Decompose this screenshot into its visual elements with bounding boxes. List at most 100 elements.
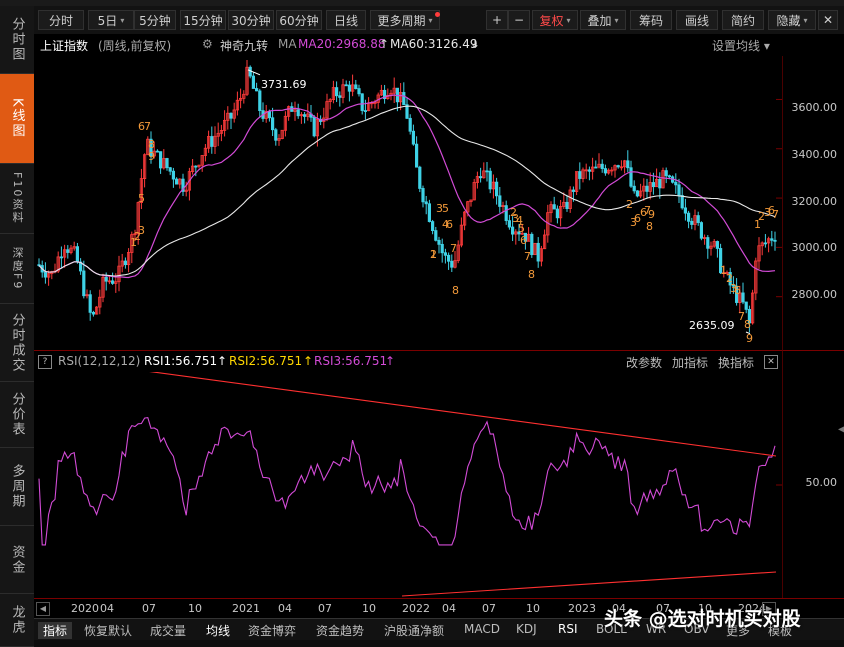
chips-button[interactable]: 筹码 xyxy=(630,10,672,30)
tab-ma[interactable]: 均线 xyxy=(206,624,231,638)
chevron-down-icon: ▾ xyxy=(120,15,125,25)
candle-body xyxy=(299,114,304,117)
low-annotation: 2635.09 xyxy=(689,319,735,332)
button-label: 5分钟 xyxy=(139,13,171,28)
candle-body xyxy=(408,117,412,132)
sidebar-item-price-table[interactable]: 分价表 xyxy=(0,382,34,448)
overlay-button[interactable]: 叠加 ▾ xyxy=(580,10,626,30)
candle-body xyxy=(757,245,761,262)
tab-obv[interactable]: OBV xyxy=(684,622,710,636)
candle-body xyxy=(453,260,457,268)
rsi-header: ? RSI(12,12,12) RSI1:56.751 ↑ RSI2:56.75… xyxy=(34,350,844,373)
scroll-left-icon[interactable]: ◀ xyxy=(36,602,50,616)
candle-body xyxy=(507,220,512,228)
tab-fund-trend[interactable]: 资金趋势 xyxy=(316,624,365,638)
nine-count-digit: 2 xyxy=(510,206,517,219)
candle-body xyxy=(427,203,432,222)
date-label: 07 xyxy=(656,602,670,615)
swap-indicator-link[interactable]: 换指标 xyxy=(718,356,755,370)
sidebar-item-ticks[interactable]: 分时成交 xyxy=(0,304,34,382)
scroll-right-icon[interactable]: ▶ xyxy=(762,602,776,616)
candle-body xyxy=(360,93,364,111)
zoom-in-button[interactable]: + xyxy=(486,10,508,30)
period-daily-button[interactable]: 日线 xyxy=(326,10,366,30)
change-params-link[interactable]: 改参数 xyxy=(626,356,663,370)
tab-template[interactable]: 模板 xyxy=(768,624,793,638)
sidebar-item-depth[interactable]: 深度F9 xyxy=(0,234,34,304)
period-60min-button[interactable]: 60分钟 xyxy=(276,10,322,30)
candle-body xyxy=(139,178,143,203)
tab-hk-connect[interactable]: 沪股通净额 xyxy=(384,624,445,638)
candle-body xyxy=(658,178,662,189)
close-button[interactable]: ✕ xyxy=(818,10,838,30)
tab-boll[interactable]: BOLL xyxy=(596,622,627,636)
candle-body xyxy=(674,181,678,186)
button-label: 复权 xyxy=(539,13,564,28)
rsi-lower-trendline xyxy=(401,571,777,597)
button-label: 隐藏 xyxy=(776,13,801,28)
candle-body xyxy=(626,160,630,169)
candle-body xyxy=(747,308,752,324)
candle-body xyxy=(98,296,102,308)
nine-count-digit: 4 xyxy=(442,218,449,231)
period-30min-button[interactable]: 30分钟 xyxy=(228,10,274,30)
tab-reset[interactable]: 恢复默认 xyxy=(84,624,133,638)
candle-body xyxy=(334,87,339,97)
period-intraday-button[interactable]: 分时 xyxy=(38,10,84,30)
tab-fund-game[interactable]: 资金博弈 xyxy=(248,624,297,638)
candle-body xyxy=(213,135,217,147)
nine-count-digit: 5 xyxy=(138,192,145,205)
candle-body xyxy=(123,260,127,266)
candle-body xyxy=(475,176,480,183)
draw-line-button[interactable]: 画线 xyxy=(676,10,718,30)
candle-body xyxy=(613,165,617,171)
candle-body xyxy=(283,115,287,131)
candle-body xyxy=(238,97,243,101)
collapse-arrow-icon[interactable]: ◀ xyxy=(838,424,844,435)
gear-icon[interactable]: ⚙ xyxy=(202,37,213,51)
add-indicator-link[interactable]: 加指标 xyxy=(672,356,709,370)
candle-body xyxy=(66,249,70,253)
tab-wr[interactable]: WR xyxy=(646,622,667,636)
zoom-out-button[interactable]: − xyxy=(508,10,530,30)
candle-body xyxy=(491,181,496,190)
adjust-rights-button[interactable]: 复权 ▾ xyxy=(532,10,578,30)
help-icon[interactable]: ? xyxy=(38,355,52,369)
sidebar-item-kline[interactable]: K线图 xyxy=(0,74,34,164)
candle-body xyxy=(95,306,99,315)
sidebar-item-funds[interactable]: 资金 xyxy=(0,526,34,594)
close-icon[interactable]: ✕ xyxy=(764,355,778,369)
candle-body xyxy=(482,170,486,179)
candle-body xyxy=(661,170,665,189)
sidebar-item-multi-period[interactable]: 多周期 xyxy=(0,448,34,526)
tab-more[interactable]: 更多 xyxy=(726,624,751,638)
rsi-upper-trendline xyxy=(149,372,777,457)
sidebar-item-dragon[interactable]: 龙虎 xyxy=(0,594,34,647)
sidebar-item-f10[interactable]: F10资料 xyxy=(0,164,34,234)
period-more-button[interactable]: 更多周期 ▾ xyxy=(370,10,440,30)
period-15min-button[interactable]: 15分钟 xyxy=(180,10,226,30)
nine-count-digit: 9 xyxy=(746,332,753,345)
candle-body xyxy=(536,242,540,262)
period-5min-button[interactable]: 5分钟 xyxy=(134,10,176,30)
tab-kdj[interactable]: KDJ xyxy=(516,622,537,636)
arrow-up-icon: ↑ xyxy=(379,37,390,51)
hide-button[interactable]: 隐藏 ▾ xyxy=(768,10,816,30)
sidebar-item-intraday[interactable]: 分时图 xyxy=(0,6,34,74)
simple-mode-button[interactable]: 简约 xyxy=(722,10,764,30)
candle-body xyxy=(88,294,92,313)
rsi-chart[interactable] xyxy=(34,372,782,598)
tab-volume[interactable]: 成交量 xyxy=(150,624,187,638)
ma-settings-link[interactable]: 设置均线 ▾ xyxy=(712,39,770,53)
rsi-chart-panel[interactable] xyxy=(34,372,782,598)
date-label: 10 xyxy=(526,602,540,615)
tab-macd[interactable]: MACD xyxy=(464,622,500,636)
tab-indicators[interactable]: 指标 xyxy=(38,622,73,639)
tab-rsi[interactable]: RSI xyxy=(558,622,578,636)
period-5day-button[interactable]: 5日 ▾ xyxy=(88,10,134,30)
candle-body xyxy=(514,231,518,235)
chevron-down-icon: ▾ xyxy=(566,15,571,25)
candle-body xyxy=(120,260,124,267)
